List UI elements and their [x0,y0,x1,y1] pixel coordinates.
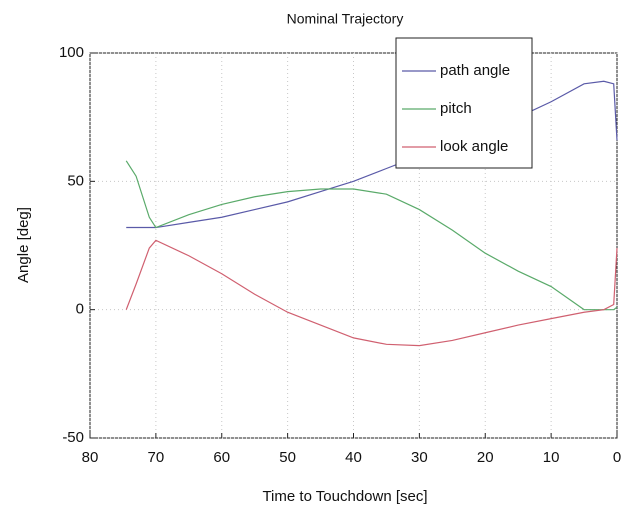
x-tick-label: 30 [411,449,428,466]
legend-label: pitch [440,100,472,117]
series-line [126,80,618,229]
x-tick-label: 0 [613,449,621,466]
y-tick-label: 50 [67,172,84,189]
y-axis-label: Angle [deg] [15,207,32,283]
y-tick-label: 100 [59,44,84,61]
series-line [125,160,618,311]
x-tick-label: 60 [213,449,230,466]
y-tick-label: -50 [62,429,84,446]
legend-box [395,37,533,169]
x-tick-label: 20 [477,449,494,466]
x-tick-label: 70 [148,449,165,466]
x-tick-label: 10 [543,449,560,466]
x-tick-label: 40 [345,449,362,466]
series-line [125,239,618,347]
x-tick-label: 80 [82,449,99,466]
legend-label: path angle [440,62,510,79]
x-axis-label: Time to Touchdown [sec] [262,488,427,505]
chart-title: Nominal Trajectory [287,11,404,27]
legend-label: look angle [440,138,508,155]
y-tick-label: 0 [76,301,84,318]
x-tick-label: 50 [279,449,296,466]
